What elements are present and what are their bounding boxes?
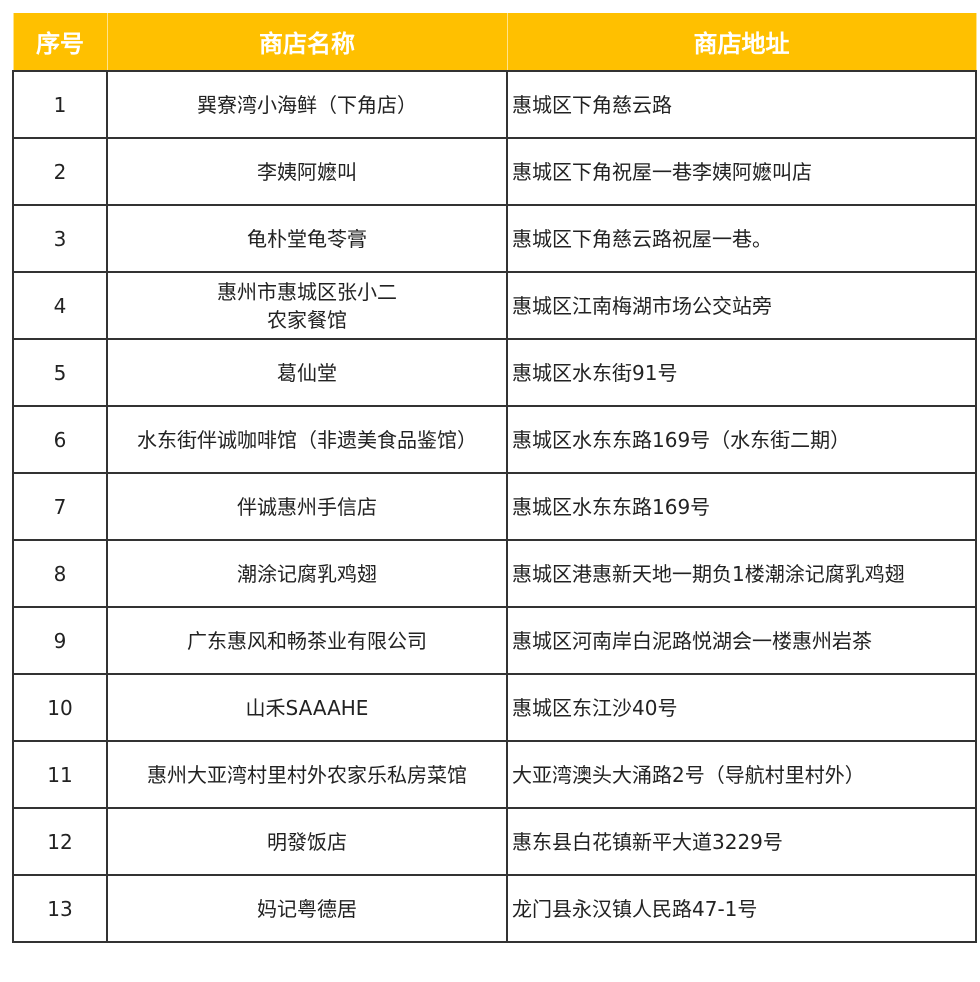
shop-address: 惠城区江南梅湖市场公交站旁 (506, 271, 977, 340)
shop-address-text: 惠城区水东街91号 (512, 360, 678, 385)
shop-name-text: 伴诚惠州手信店 (237, 494, 377, 519)
shop-name-text: 广东惠风和畅茶业有限公司 (187, 628, 427, 653)
row-number-text: 7 (53, 494, 67, 519)
row-number: 7 (12, 472, 108, 541)
shop-name-text: 葛仙堂 (277, 360, 337, 385)
row-number-text: 2 (53, 159, 67, 184)
shop-name: 妈记粤德居 (106, 874, 508, 943)
row-number-text: 12 (47, 829, 73, 854)
table-row: 7 伴诚惠州手信店 惠城区水东东路169号 (12, 472, 977, 541)
shop-name-text: 惠州市惠城区张小二 农家餐馆 (217, 279, 397, 332)
shop-address: 惠城区东江沙40号 (506, 673, 977, 742)
shop-address-text: 大亚湾澳头大涌路2号（导航村里村外） (512, 762, 865, 787)
shop-name: 广东惠风和畅茶业有限公司 (106, 606, 508, 675)
table-row: 8 潮涂记腐乳鸡翅 惠城区港惠新天地一期负1楼潮涂记腐乳鸡翅 (12, 539, 977, 608)
row-number: 6 (12, 405, 108, 474)
row-number-text: 13 (47, 896, 73, 921)
row-number: 12 (12, 807, 108, 876)
shop-name: 惠州大亚湾村里村外农家乐私房菜馆 (106, 740, 508, 809)
shop-address: 大亚湾澳头大涌路2号（导航村里村外） (506, 740, 977, 809)
shop-name: 巽寮湾小海鲜（下角店） (106, 70, 508, 139)
shop-name: 山禾SAAAHE (106, 673, 508, 742)
table-row: 11 惠州大亚湾村里村外农家乐私房菜馆 大亚湾澳头大涌路2号（导航村里村外） (12, 740, 977, 809)
header-number: 序号 (12, 13, 108, 71)
shop-address-text: 惠城区东江沙40号 (512, 695, 678, 720)
row-number-text: 1 (53, 92, 67, 117)
table-row: 10 山禾SAAAHE 惠城区东江沙40号 (12, 673, 977, 742)
header-row: 序号 商店名称 商店地址 (12, 13, 977, 71)
row-number: 3 (12, 204, 108, 273)
row-number-text: 3 (53, 226, 67, 251)
shop-name-text: 巽寮湾小海鲜（下角店） (197, 92, 417, 117)
row-number: 5 (12, 338, 108, 407)
row-number: 13 (12, 874, 108, 943)
shop-address: 惠城区河南岸白泥路悦湖会一楼惠州岩茶 (506, 606, 977, 675)
shop-address-text: 惠城区河南岸白泥路悦湖会一楼惠州岩茶 (512, 628, 872, 653)
row-number-text: 9 (53, 628, 67, 653)
row-number-text: 6 (53, 427, 67, 452)
shop-name-text: 山禾SAAAHE (245, 695, 369, 720)
table-row: 4 惠州市惠城区张小二 农家餐馆 惠城区江南梅湖市场公交站旁 (12, 271, 977, 340)
shop-name: 惠州市惠城区张小二 农家餐馆 (106, 271, 508, 340)
shop-address-text: 惠城区下角祝屋一巷李姨阿嬷叫店 (512, 159, 812, 184)
shop-address: 惠城区下角慈云路 (506, 70, 977, 139)
shop-name-text: 妈记粤德居 (257, 896, 357, 921)
shop-name: 水东街伴诚咖啡馆（非遗美食品鉴馆） (106, 405, 508, 474)
row-number: 10 (12, 673, 108, 742)
table-row: 1 巽寮湾小海鲜（下角店） 惠城区下角慈云路 (12, 70, 977, 139)
shop-name-text: 李姨阿嬷叫 (257, 159, 357, 184)
shop-name: 伴诚惠州手信店 (106, 472, 508, 541)
shop-address: 惠城区水东东路169号（水东街二期） (506, 405, 977, 474)
shop-name: 龟朴堂龟苓膏 (106, 204, 508, 273)
table-row: 5 葛仙堂 惠城区水东街91号 (12, 338, 977, 407)
row-number-text: 8 (53, 561, 67, 586)
row-number: 4 (12, 271, 108, 340)
shop-address-text: 惠城区港惠新天地一期负1楼潮涂记腐乳鸡翅 (512, 561, 905, 586)
table-row: 2 李姨阿嬷叫 惠城区下角祝屋一巷李姨阿嬷叫店 (12, 137, 977, 206)
shop-address: 惠城区下角慈云路祝屋一巷。 (506, 204, 977, 273)
shop-address: 惠城区下角祝屋一巷李姨阿嬷叫店 (506, 137, 977, 206)
row-number-text: 10 (47, 695, 73, 720)
shop-name-text: 潮涂记腐乳鸡翅 (237, 561, 377, 586)
shop-name-text: 明發饭店 (267, 829, 347, 854)
row-number-text: 4 (53, 293, 67, 318)
table-row: 13 妈记粤德居 龙门县永汉镇人民路47-1号 (12, 874, 977, 943)
shop-address-text: 惠东县白花镇新平大道3229号 (512, 829, 783, 854)
row-number: 9 (12, 606, 108, 675)
table-row: 6 水东街伴诚咖啡馆（非遗美食品鉴馆） 惠城区水东东路169号（水东街二期） (12, 405, 977, 474)
row-number: 1 (12, 70, 108, 139)
shop-name-text: 惠州大亚湾村里村外农家乐私房菜馆 (147, 762, 467, 787)
row-number: 11 (12, 740, 108, 809)
shop-address-text: 惠城区下角慈云路祝屋一巷。 (512, 226, 772, 251)
table-row: 9 广东惠风和畅茶业有限公司 惠城区河南岸白泥路悦湖会一楼惠州岩茶 (12, 606, 977, 675)
shop-table: 序号 商店名称 商店地址 1 巽寮湾小海鲜（下角店） 惠城区下角慈云路 2 李姨阿嬷叫惠… (12, 13, 977, 943)
shop-address: 惠城区水东街91号 (506, 338, 977, 407)
shop-address-text: 龙门县永汉镇人民路47-1号 (512, 896, 758, 921)
shop-name-text: 龟朴堂龟苓膏 (247, 226, 367, 251)
row-number-text: 5 (53, 360, 67, 385)
shop-address: 龙门县永汉镇人民路47-1号 (506, 874, 977, 943)
row-number-text: 11 (47, 762, 73, 787)
shop-address: 惠城区港惠新天地一期负1楼潮涂记腐乳鸡翅 (506, 539, 977, 608)
shop-address: 惠城区水东东路169号 (506, 472, 977, 541)
shop-address-text: 惠城区下角慈云路 (512, 92, 672, 117)
shop-name: 李姨阿嬷叫 (106, 137, 508, 206)
shop-name: 明發饭店 (106, 807, 508, 876)
shop-name: 潮涂记腐乳鸡翅 (106, 539, 508, 608)
row-number: 8 (12, 539, 108, 608)
row-number: 2 (12, 137, 108, 206)
table-row: 12 明發饭店 惠东县白花镇新平大道3229号 (12, 807, 977, 876)
shop-address-text: 惠城区水东东路169号 (512, 494, 711, 519)
shop-address-text: 惠城区水东东路169号（水东街二期） (512, 427, 851, 452)
shop-name-text: 水东街伴诚咖啡馆（非遗美食品鉴馆） (137, 427, 477, 452)
header-shop-name: 商店名称 (106, 13, 508, 71)
shop-address-text: 惠城区江南梅湖市场公交站旁 (512, 293, 772, 318)
header-shop-address: 商店地址 (506, 13, 977, 71)
table-row: 3 龟朴堂龟苓膏 惠城区下角慈云路祝屋一巷。 (12, 204, 977, 273)
shop-name: 葛仙堂 (106, 338, 508, 407)
shop-address: 惠东县白花镇新平大道3229号 (506, 807, 977, 876)
